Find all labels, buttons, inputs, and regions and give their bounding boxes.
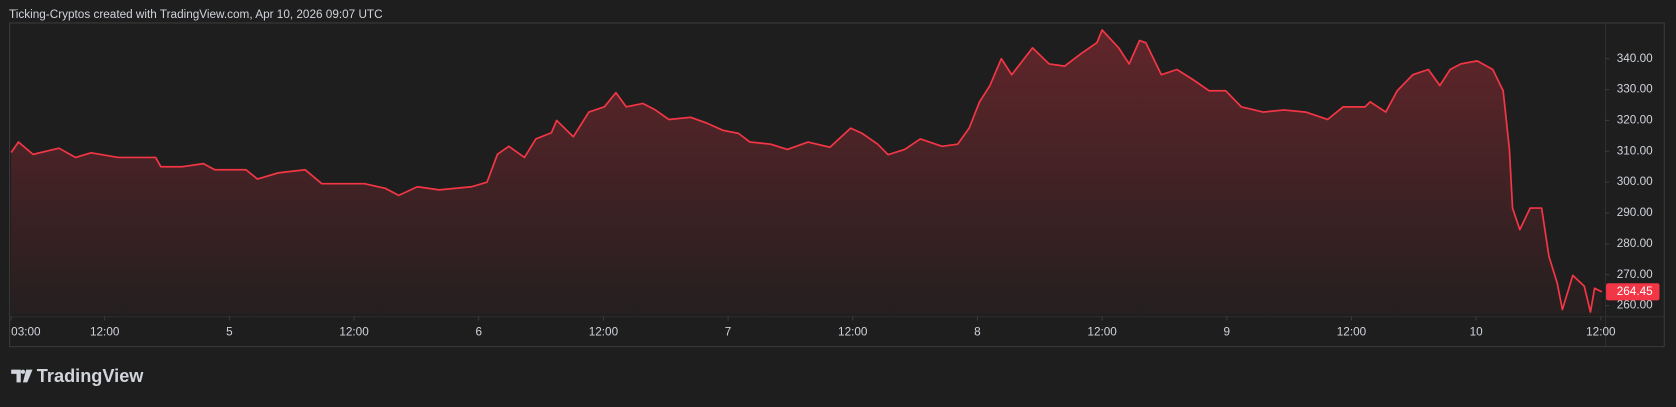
area-fill [11,30,1602,316]
x-tick-label: 12:00 [90,325,120,338]
last-price-badge [1606,283,1660,301]
last-price-label: 264.45 [1617,285,1653,298]
y-tick-label: 300.00 [1617,175,1653,188]
y-tick-label: 260.00 [1617,299,1653,312]
y-tick-label: 320.00 [1617,114,1653,127]
header-text: Ticking-Cryptos created with TradingView… [9,8,383,21]
y-tick-label: 310.00 [1617,144,1653,157]
y-tick-label: 290.00 [1617,206,1653,219]
logo: TradingView [11,366,144,386]
x-tick-label: 12:00 [1087,325,1117,338]
logo-icon [11,369,33,383]
x-tick-label: 5 [226,325,233,338]
x-tick-label: 7 [725,325,732,338]
y-tick-label: 270.00 [1617,268,1653,281]
y-tick-label: 330.00 [1617,83,1653,96]
x-tick-label: 12:00 [838,325,868,338]
logo-text: TradingView [37,366,144,386]
x-tick-label: 9 [1224,325,1231,338]
x-tick-label: 8 [974,325,981,338]
y-tick-label: 280.00 [1617,237,1653,250]
price-line [10,29,1603,313]
x-tick-label: 12:00 [1586,325,1616,338]
x-tick-label: 12:00 [339,325,369,338]
y-tick-label: 340.00 [1617,52,1653,65]
x-tick-label: 03:00 [11,325,41,338]
x-tick-label: 6 [475,325,482,338]
x-tick-label: 12:00 [1337,325,1367,338]
x-tick-label: 10 [1470,325,1484,338]
x-tick-label: 12:00 [589,325,619,338]
